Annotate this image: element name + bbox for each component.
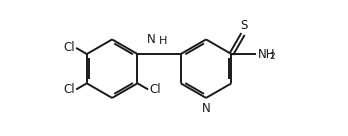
Text: H: H: [159, 36, 167, 46]
Text: N: N: [147, 33, 156, 46]
Text: 2: 2: [269, 52, 275, 61]
Text: Cl: Cl: [63, 83, 74, 96]
Text: NH: NH: [258, 48, 276, 61]
Text: Cl: Cl: [150, 83, 161, 96]
Text: S: S: [240, 19, 247, 32]
Text: N: N: [202, 102, 211, 115]
Text: Cl: Cl: [63, 41, 74, 54]
